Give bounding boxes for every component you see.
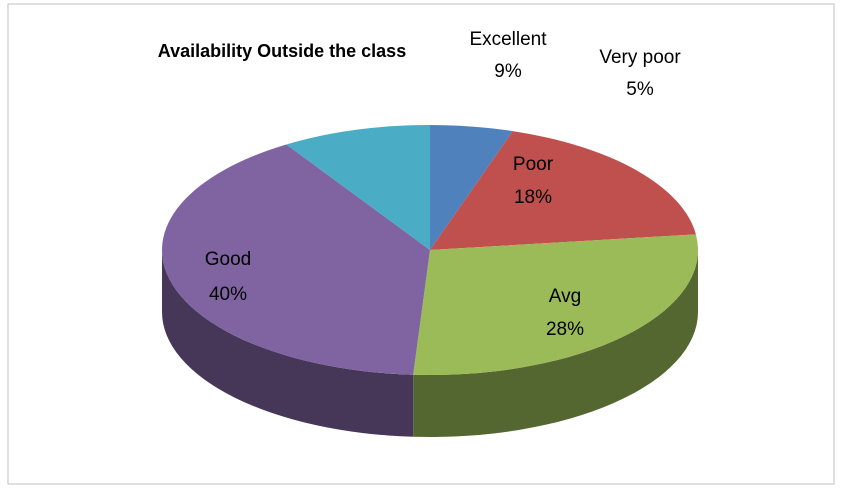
slice-side [413, 250, 698, 437]
slice-value-label: 18% [514, 187, 552, 208]
slice-label: Excellent [469, 29, 547, 50]
slice-value-label: 28% [546, 319, 584, 340]
slice-label: Good [205, 249, 251, 270]
slice [286, 125, 430, 250]
slice-value-label: 40% [209, 284, 247, 305]
slice-label: Poor [513, 154, 554, 175]
slice [413, 234, 698, 375]
slice-label: Very poor [599, 47, 681, 68]
slice [430, 131, 696, 250]
slice [161, 144, 430, 375]
slice-value-label: 9% [494, 61, 522, 82]
slice-side [162, 250, 414, 437]
slice-value-label: 5% [626, 79, 654, 100]
slice [430, 125, 513, 250]
chart-title: Availability Outside the class [158, 41, 406, 61]
slice-label: Avg [549, 286, 581, 307]
